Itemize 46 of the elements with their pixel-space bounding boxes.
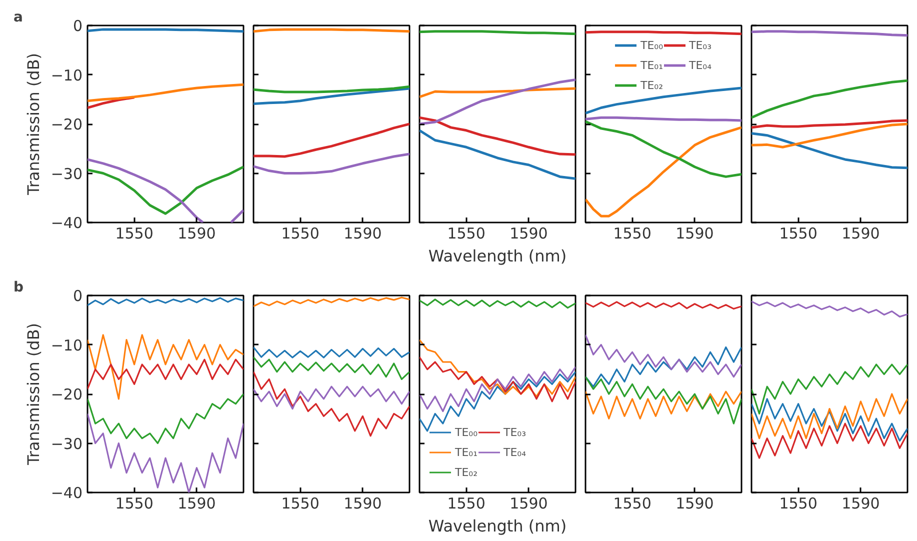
x-tick-label: 1550 (447, 494, 486, 512)
legend-label: TE₀₂ (640, 78, 663, 92)
x-axis-title: Wavelength (nm) (428, 516, 567, 536)
legend-label: TE₀₁ (455, 446, 478, 458)
y-tick-label: 0 (72, 287, 83, 305)
y-tick-label: −10 (50, 336, 82, 354)
x-tick-label: 1550 (115, 224, 154, 242)
x-tick-label: 1550 (779, 494, 818, 512)
x-tick-label: 1550 (613, 224, 652, 242)
legend-label: TE₀₀ (455, 426, 478, 438)
legend-label: TE₀₁ (640, 58, 663, 72)
x-tick-label: 1550 (115, 494, 154, 512)
x-tick-label: 1590 (510, 494, 548, 512)
x-tick-label: 1590 (676, 494, 714, 512)
x-tick-label: 1590 (842, 224, 880, 242)
legend-label: TE₀₃ (689, 38, 712, 52)
x-tick-label: 1550 (613, 494, 652, 512)
y-tick-label: −10 (50, 66, 82, 84)
y-tick-label: 0 (72, 17, 83, 35)
x-tick-label: 1550 (447, 224, 486, 242)
y-axis-title: Transmission (dB) (24, 322, 43, 466)
chart-title: a (14, 10, 23, 26)
x-tick-label: 1590 (178, 224, 216, 242)
chart-title: b (14, 280, 24, 296)
y-tick-label: −30 (50, 164, 82, 183)
y-tick-label: −40 (50, 214, 82, 232)
x-tick-label: 1590 (344, 494, 382, 512)
y-tick-label: −30 (50, 434, 82, 453)
y-tick-label: −20 (50, 116, 82, 134)
y-tick-label: −20 (50, 386, 82, 404)
x-axis-title: Wavelength (nm) (428, 246, 567, 266)
x-tick-label: 1550 (281, 224, 320, 242)
x-tick-label: 1590 (178, 494, 216, 512)
x-tick-label: 1590 (344, 224, 382, 242)
legend-label: TE₀₂ (455, 466, 478, 478)
y-tick-label: −40 (50, 484, 82, 502)
legend-label: TE₀₀ (640, 38, 663, 52)
legend-label: TE₀₃ (504, 426, 526, 438)
x-tick-label: 1590 (676, 224, 714, 242)
x-tick-label: 1550 (281, 494, 320, 512)
x-tick-label: 1550 (779, 224, 818, 242)
legend-label: TE₀₄ (689, 58, 712, 72)
legend-label: TE₀₄ (504, 446, 526, 458)
y-axis-title: Transmission (dB) (24, 52, 43, 196)
x-tick-label: 1590 (842, 494, 880, 512)
x-tick-label: 1590 (510, 224, 548, 242)
